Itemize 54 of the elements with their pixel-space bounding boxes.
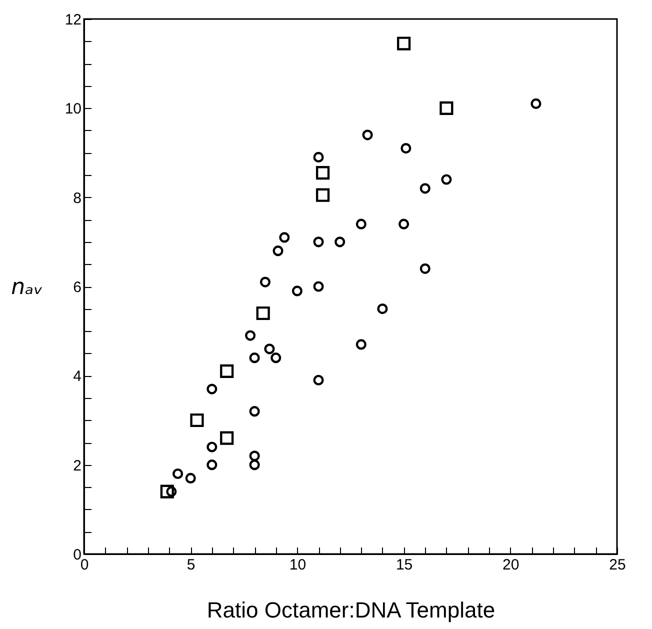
point (270, 352, 282, 364)
point (362, 130, 373, 140)
point (249, 460, 260, 470)
point (220, 431, 234, 445)
point (249, 450, 260, 462)
point (160, 484, 174, 498)
point (185, 472, 196, 484)
y-tick-label: 2 (73, 457, 82, 474)
y-tick-label: 12 (64, 12, 82, 28)
point (420, 183, 430, 194)
point (166, 486, 177, 497)
point (397, 36, 411, 50)
y-tick-label: 10 (64, 100, 82, 118)
point (316, 166, 330, 180)
point (190, 413, 204, 428)
y-axis-title: nₐᵥ (11, 275, 43, 300)
point (292, 286, 302, 296)
point (172, 468, 184, 480)
point (356, 339, 366, 350)
point (400, 143, 412, 154)
x-tick-label: 10 (289, 556, 306, 574)
point (260, 276, 271, 288)
point (279, 232, 290, 243)
point (313, 281, 324, 292)
point (530, 98, 542, 109)
point (206, 384, 218, 394)
point (249, 406, 260, 417)
x-tick-label: 20 (502, 556, 520, 574)
x-tick-label: 5 (186, 556, 196, 574)
point (264, 344, 275, 354)
point (398, 218, 410, 230)
y-tick-label: 4 (73, 368, 82, 386)
point (440, 101, 454, 115)
point (313, 152, 324, 162)
point (377, 304, 388, 314)
x-tick-label: 15 (396, 556, 413, 574)
point (313, 374, 324, 386)
point (220, 364, 234, 378)
x-axis-title: Ratio Octamer:DNA Template (206, 598, 496, 622)
point (249, 352, 260, 364)
point (420, 263, 430, 274)
point (256, 306, 270, 320)
point (272, 246, 284, 256)
point (334, 236, 346, 248)
y-tick-label: 6 (73, 279, 82, 296)
point (206, 442, 218, 452)
point (206, 460, 218, 470)
point (313, 236, 324, 248)
point (245, 330, 256, 341)
point (316, 188, 330, 202)
point (441, 174, 452, 185)
x-tick-label: 25 (609, 556, 626, 574)
point (356, 218, 366, 230)
y-tick-label: 8 (73, 190, 82, 207)
